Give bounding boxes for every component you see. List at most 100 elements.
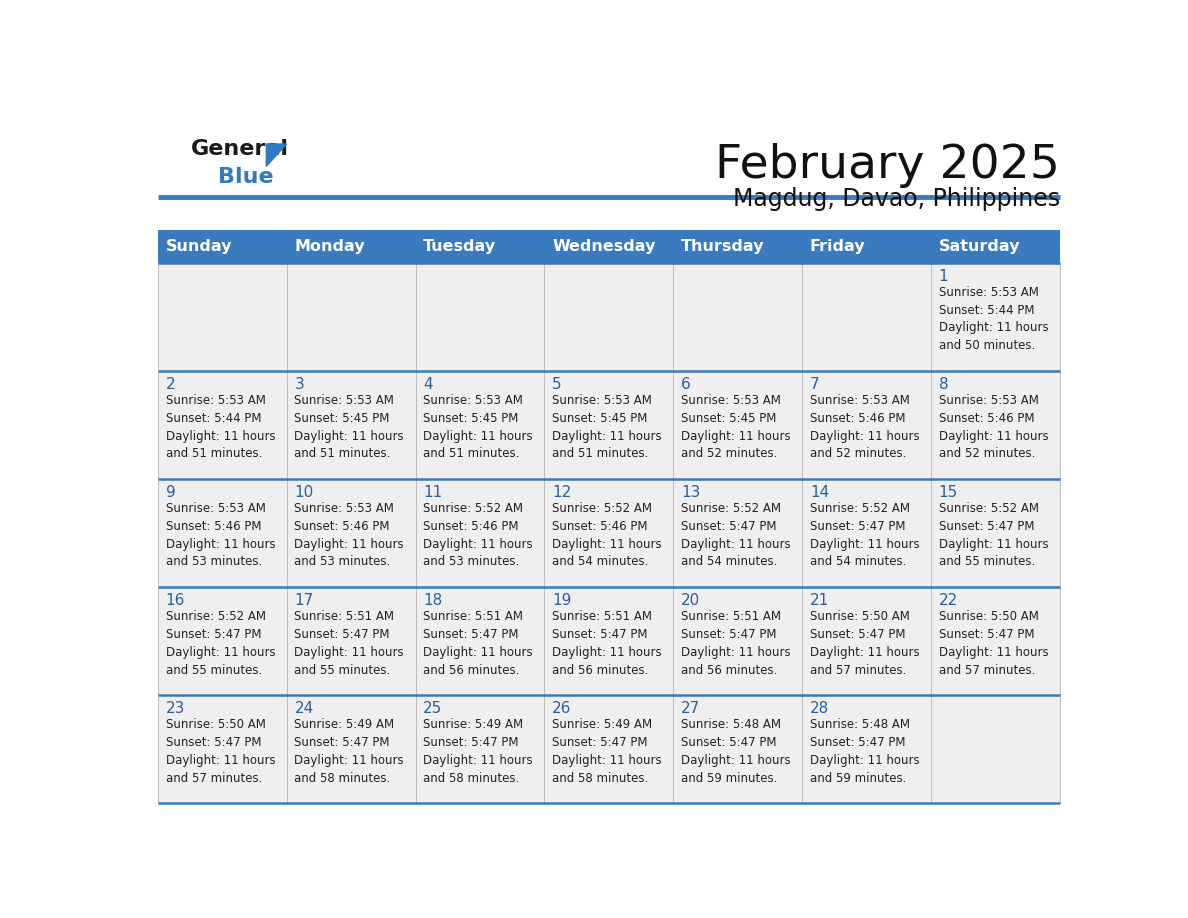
- Text: Daylight: 11 hours: Daylight: 11 hours: [681, 754, 791, 767]
- Bar: [416, 695, 544, 803]
- Text: and 57 minutes.: and 57 minutes.: [165, 772, 261, 785]
- Bar: [931, 371, 1060, 479]
- Text: and 59 minutes.: and 59 minutes.: [810, 772, 906, 785]
- Text: Sunset: 5:47 PM: Sunset: 5:47 PM: [423, 628, 519, 641]
- Bar: [416, 371, 544, 479]
- Text: Sunset: 5:47 PM: Sunset: 5:47 PM: [165, 628, 261, 641]
- Bar: [286, 587, 416, 695]
- Bar: [802, 479, 931, 587]
- Bar: [286, 695, 416, 803]
- Text: Sunrise: 5:53 AM: Sunrise: 5:53 AM: [295, 394, 394, 407]
- Text: Sunrise: 5:52 AM: Sunrise: 5:52 AM: [810, 502, 910, 515]
- Text: and 55 minutes.: and 55 minutes.: [939, 555, 1035, 568]
- Text: Daylight: 11 hours: Daylight: 11 hours: [423, 645, 533, 659]
- Text: and 53 minutes.: and 53 minutes.: [423, 555, 519, 568]
- Text: 26: 26: [552, 701, 571, 716]
- Text: 8: 8: [939, 377, 948, 392]
- Text: and 54 minutes.: and 54 minutes.: [552, 555, 649, 568]
- Bar: [802, 371, 931, 479]
- Text: and 51 minutes.: and 51 minutes.: [423, 447, 519, 460]
- Bar: [158, 479, 286, 587]
- Text: 7: 7: [810, 377, 820, 392]
- Text: Friday: Friday: [810, 239, 866, 254]
- Text: Daylight: 11 hours: Daylight: 11 hours: [681, 538, 791, 551]
- Text: 16: 16: [165, 593, 185, 608]
- Text: Daylight: 11 hours: Daylight: 11 hours: [939, 645, 1048, 659]
- Bar: [674, 695, 802, 803]
- Text: 22: 22: [939, 593, 958, 608]
- Bar: [674, 263, 802, 371]
- Text: 25: 25: [423, 701, 443, 716]
- Text: Daylight: 11 hours: Daylight: 11 hours: [552, 754, 662, 767]
- Text: 2: 2: [165, 377, 175, 392]
- Text: Sunset: 5:47 PM: Sunset: 5:47 PM: [295, 736, 390, 749]
- Text: Sunrise: 5:48 AM: Sunrise: 5:48 AM: [681, 718, 781, 731]
- Bar: [544, 695, 674, 803]
- Text: and 59 minutes.: and 59 minutes.: [681, 772, 777, 785]
- Text: Daylight: 11 hours: Daylight: 11 hours: [165, 538, 276, 551]
- Bar: [286, 371, 416, 479]
- Text: and 52 minutes.: and 52 minutes.: [939, 447, 1035, 460]
- Bar: [158, 587, 286, 695]
- Bar: [416, 587, 544, 695]
- Text: Sunset: 5:47 PM: Sunset: 5:47 PM: [295, 628, 390, 641]
- Bar: [158, 695, 286, 803]
- Text: and 57 minutes.: and 57 minutes.: [810, 664, 906, 677]
- Text: and 55 minutes.: and 55 minutes.: [295, 664, 391, 677]
- Text: and 55 minutes.: and 55 minutes.: [165, 664, 261, 677]
- Text: Sunrise: 5:53 AM: Sunrise: 5:53 AM: [423, 394, 523, 407]
- Text: February 2025: February 2025: [715, 143, 1060, 188]
- Text: Sunset: 5:45 PM: Sunset: 5:45 PM: [423, 411, 519, 425]
- Bar: [158, 263, 286, 371]
- Text: 20: 20: [681, 593, 700, 608]
- Text: Sunset: 5:46 PM: Sunset: 5:46 PM: [939, 411, 1035, 425]
- Bar: [802, 587, 931, 695]
- Text: and 58 minutes.: and 58 minutes.: [423, 772, 519, 785]
- Text: Sunset: 5:47 PM: Sunset: 5:47 PM: [681, 628, 777, 641]
- Text: Daylight: 11 hours: Daylight: 11 hours: [810, 754, 920, 767]
- Polygon shape: [266, 144, 286, 166]
- Bar: [158, 371, 286, 479]
- Bar: [544, 587, 674, 695]
- Text: Daylight: 11 hours: Daylight: 11 hours: [295, 430, 404, 442]
- Text: Daylight: 11 hours: Daylight: 11 hours: [810, 430, 920, 442]
- Text: Sunrise: 5:52 AM: Sunrise: 5:52 AM: [939, 502, 1038, 515]
- Text: Sunset: 5:47 PM: Sunset: 5:47 PM: [810, 520, 905, 532]
- Text: Daylight: 11 hours: Daylight: 11 hours: [165, 754, 276, 767]
- Text: Daylight: 11 hours: Daylight: 11 hours: [810, 645, 920, 659]
- Text: and 54 minutes.: and 54 minutes.: [810, 555, 906, 568]
- Text: Sunset: 5:46 PM: Sunset: 5:46 PM: [165, 520, 261, 532]
- Text: Daylight: 11 hours: Daylight: 11 hours: [423, 754, 533, 767]
- Text: Sunrise: 5:53 AM: Sunrise: 5:53 AM: [939, 394, 1038, 407]
- Text: Sunset: 5:47 PM: Sunset: 5:47 PM: [165, 736, 261, 749]
- Text: and 57 minutes.: and 57 minutes.: [939, 664, 1035, 677]
- Text: 5: 5: [552, 377, 562, 392]
- Text: Sunset: 5:47 PM: Sunset: 5:47 PM: [810, 736, 905, 749]
- Text: Sunset: 5:44 PM: Sunset: 5:44 PM: [165, 411, 261, 425]
- Text: Daylight: 11 hours: Daylight: 11 hours: [939, 430, 1048, 442]
- Text: Sunset: 5:45 PM: Sunset: 5:45 PM: [681, 411, 777, 425]
- Text: Sunrise: 5:53 AM: Sunrise: 5:53 AM: [939, 285, 1038, 298]
- Text: Thursday: Thursday: [681, 239, 765, 254]
- Text: Sunset: 5:45 PM: Sunset: 5:45 PM: [295, 411, 390, 425]
- Text: 28: 28: [810, 701, 829, 716]
- Text: Sunset: 5:46 PM: Sunset: 5:46 PM: [552, 520, 647, 532]
- Bar: [544, 479, 674, 587]
- Bar: [416, 479, 544, 587]
- Text: 21: 21: [810, 593, 829, 608]
- Bar: [802, 695, 931, 803]
- Text: 15: 15: [939, 485, 958, 500]
- Text: 3: 3: [295, 377, 304, 392]
- Text: and 58 minutes.: and 58 minutes.: [295, 772, 391, 785]
- Text: Sunset: 5:47 PM: Sunset: 5:47 PM: [810, 628, 905, 641]
- Text: and 51 minutes.: and 51 minutes.: [165, 447, 261, 460]
- Bar: [544, 371, 674, 479]
- Bar: [544, 263, 674, 371]
- Text: Sunset: 5:47 PM: Sunset: 5:47 PM: [939, 628, 1035, 641]
- Bar: [286, 479, 416, 587]
- Text: Sunday: Sunday: [165, 239, 232, 254]
- Text: Sunrise: 5:52 AM: Sunrise: 5:52 AM: [552, 502, 652, 515]
- Text: and 56 minutes.: and 56 minutes.: [681, 664, 777, 677]
- Text: Sunrise: 5:52 AM: Sunrise: 5:52 AM: [681, 502, 781, 515]
- Text: Daylight: 11 hours: Daylight: 11 hours: [552, 430, 662, 442]
